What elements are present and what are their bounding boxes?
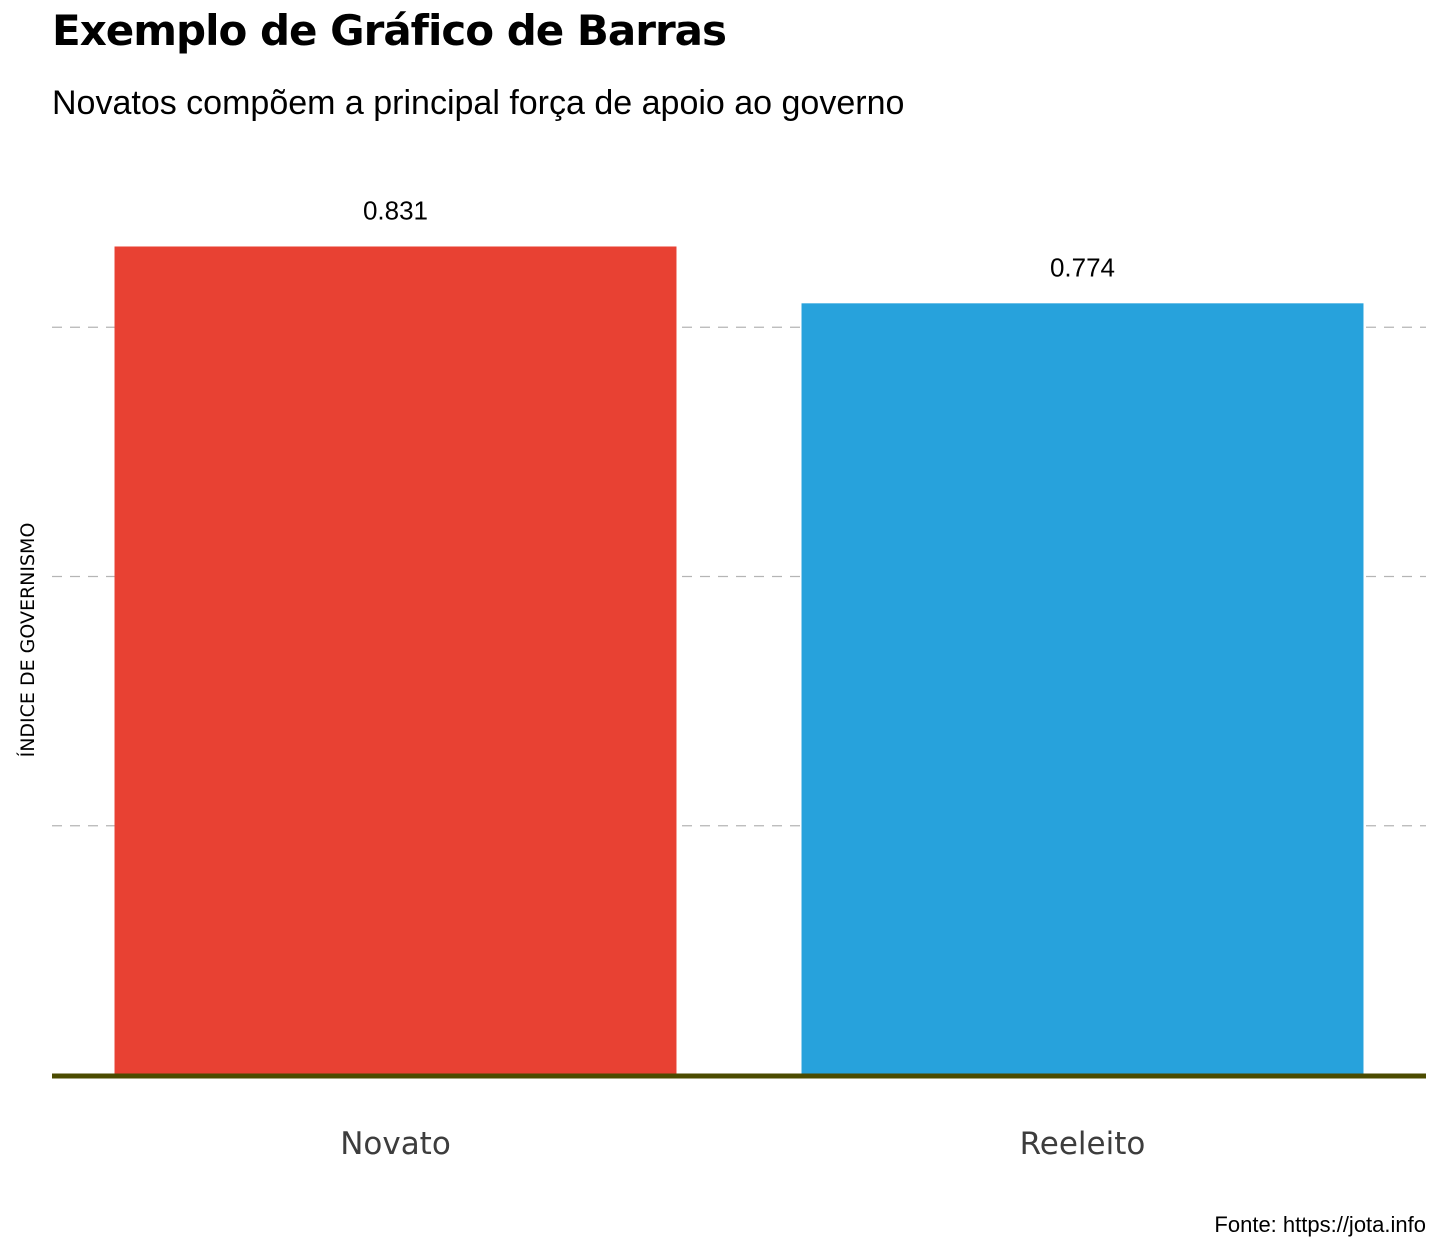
bar-reeleito <box>801 303 1364 1075</box>
value-label-reeleito: 0.774 <box>1050 252 1115 282</box>
chart-subtitle: Novatos compõem a principal força de apo… <box>52 84 905 122</box>
chart-caption: Fonte: https://jota.info <box>1214 1212 1426 1237</box>
x-tick-label-reeleito: Reeleito <box>1020 1126 1146 1162</box>
x-tick-label-novato: Novato <box>340 1126 451 1162</box>
value-label-novato: 0.831 <box>363 195 428 225</box>
bar-novato <box>114 246 677 1076</box>
chart-title: Exemplo de Gráfico de Barras <box>52 6 727 55</box>
